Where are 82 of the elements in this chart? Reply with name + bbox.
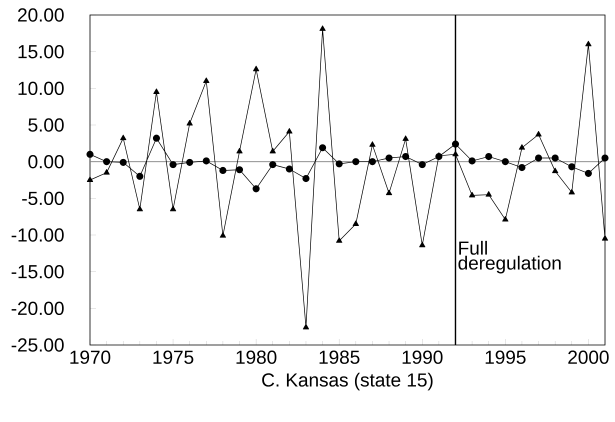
point: [186, 158, 194, 166]
point: [269, 161, 276, 168]
point: [352, 220, 359, 226]
y-tick-label: -20.00: [12, 302, 64, 316]
point: [120, 134, 126, 140]
point: [202, 157, 210, 164]
point: [535, 154, 542, 162]
point: [585, 40, 592, 46]
point: [468, 192, 476, 198]
y-tick-label: -5.00: [22, 192, 64, 206]
x-tick-label: 1980: [236, 350, 276, 364]
point: [385, 154, 393, 162]
point: [535, 131, 542, 136]
point: [286, 128, 292, 134]
ref-line-label: Full deregulation: [458, 240, 561, 274]
point: [602, 235, 608, 241]
point: [103, 158, 110, 166]
point: [518, 144, 526, 150]
point: [236, 148, 243, 154]
x-tick-label: 2000: [568, 350, 609, 364]
point: [468, 157, 476, 164]
point: [502, 158, 509, 166]
point: [86, 150, 94, 158]
point: [485, 153, 492, 160]
point: [368, 158, 376, 166]
y-tick-label: 0.00: [28, 154, 64, 168]
x-tick-label: 1985: [320, 350, 360, 364]
point: [319, 144, 326, 152]
point: [452, 140, 460, 148]
point: [170, 206, 176, 212]
point: [236, 166, 244, 174]
point: [568, 188, 575, 194]
point: [86, 176, 94, 182]
point: [136, 172, 144, 180]
y-tick-label: -15.00: [12, 264, 64, 278]
point: [584, 170, 592, 177]
point: [203, 77, 210, 83]
point: [153, 88, 160, 94]
point: [402, 135, 409, 141]
point: [452, 150, 459, 156]
point: [186, 120, 193, 126]
y-tick-label: 10.00: [18, 82, 64, 96]
point: [352, 158, 360, 166]
point: [319, 25, 326, 31]
point: [552, 154, 559, 162]
point: [302, 324, 310, 330]
point: [601, 154, 609, 162]
point: [402, 153, 410, 160]
point: [552, 168, 558, 174]
point: [568, 163, 576, 170]
x-axis-title: C. Kansas (state 15): [262, 372, 433, 390]
point: [386, 190, 392, 196]
point: [170, 161, 177, 168]
y-tick-label: -10.00: [12, 228, 64, 242]
point: [502, 216, 508, 222]
x-tick-label: 1975: [153, 350, 194, 364]
x-tick-label: 1970: [70, 350, 110, 364]
point: [152, 134, 160, 142]
point: [486, 191, 492, 197]
point: [252, 185, 260, 192]
point: [369, 141, 376, 147]
point: [219, 166, 226, 174]
point: [336, 160, 343, 168]
x-tick-label: 1990: [402, 350, 443, 364]
point: [286, 165, 293, 173]
x-tick-label: 1995: [486, 350, 526, 364]
point: [270, 148, 276, 154]
y-tick-label: -25.00: [12, 338, 64, 352]
point: [336, 237, 342, 243]
point: [435, 153, 442, 160]
point: [419, 242, 426, 248]
point: [120, 158, 127, 166]
point: [418, 161, 426, 168]
point: [136, 206, 143, 212]
y-tick-label: 20.00: [18, 8, 64, 22]
y-tick-label: 15.00: [18, 44, 64, 58]
point: [104, 169, 110, 175]
point: [302, 175, 310, 182]
point: [518, 164, 526, 172]
point: [220, 232, 226, 238]
point: [253, 66, 260, 72]
y-tick-label: 5.00: [28, 118, 64, 132]
